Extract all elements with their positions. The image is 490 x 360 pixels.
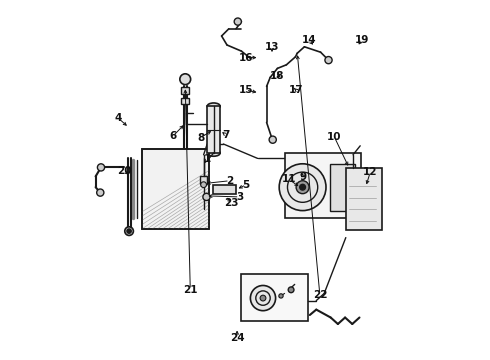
Text: 13: 13 (265, 42, 279, 52)
Circle shape (288, 287, 294, 293)
Circle shape (296, 181, 309, 194)
Text: 18: 18 (270, 71, 284, 81)
Circle shape (180, 74, 191, 85)
Bar (242, 274, 308, 321)
Circle shape (260, 295, 266, 301)
Text: 10: 10 (327, 132, 342, 142)
Circle shape (201, 182, 206, 188)
Circle shape (127, 229, 131, 233)
Circle shape (279, 294, 283, 298)
Circle shape (98, 164, 104, 171)
Circle shape (97, 189, 104, 196)
Text: 3: 3 (236, 192, 243, 202)
Circle shape (269, 136, 276, 143)
Text: 19: 19 (355, 35, 369, 45)
Text: 8: 8 (197, 132, 204, 143)
Bar (143, 149, 209, 229)
Bar (330, 164, 355, 211)
Text: 7: 7 (222, 130, 230, 140)
Bar (346, 168, 382, 230)
Text: 21: 21 (183, 285, 197, 295)
Text: 16: 16 (239, 53, 253, 63)
Text: 6: 6 (170, 131, 176, 141)
Bar (207, 106, 220, 153)
Circle shape (300, 184, 305, 190)
Text: 17: 17 (289, 85, 303, 95)
Ellipse shape (207, 150, 220, 156)
Circle shape (203, 193, 210, 201)
Text: 24: 24 (230, 333, 245, 343)
Text: 15: 15 (239, 85, 253, 95)
Text: 20: 20 (117, 166, 132, 176)
Bar (143, 149, 209, 229)
Circle shape (279, 164, 326, 211)
Text: 1: 1 (203, 154, 211, 164)
Bar (181, 87, 189, 94)
Circle shape (300, 175, 305, 181)
Ellipse shape (207, 103, 220, 109)
Text: 14: 14 (302, 35, 317, 45)
Text: 4: 4 (115, 113, 122, 123)
Text: 2: 2 (226, 176, 234, 186)
Text: 12: 12 (363, 167, 377, 177)
Circle shape (325, 57, 332, 64)
Bar (181, 98, 189, 104)
Circle shape (250, 285, 275, 311)
Text: 9: 9 (300, 172, 307, 182)
Bar (213, 185, 236, 194)
Circle shape (125, 227, 133, 235)
Text: 22: 22 (313, 290, 327, 300)
Bar (285, 153, 361, 218)
Text: 11: 11 (282, 174, 296, 184)
Circle shape (234, 18, 242, 25)
Bar (200, 176, 207, 184)
Text: 5: 5 (243, 180, 250, 190)
Text: 23: 23 (224, 198, 239, 208)
